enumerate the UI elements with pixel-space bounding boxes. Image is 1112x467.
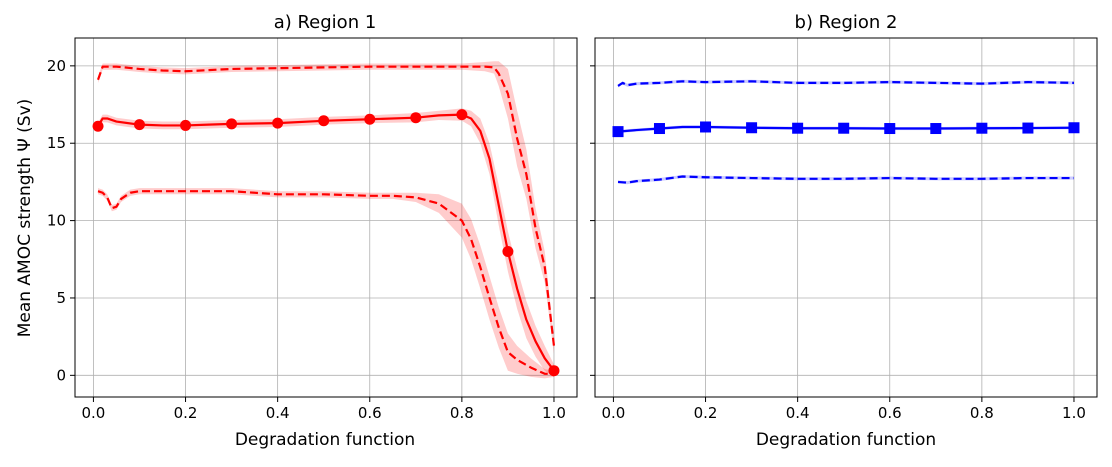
data-point [930,123,942,135]
x-axis-label: Degradation function [235,430,415,450]
x-tick-label: 0.8 [970,404,994,422]
axes-frame [594,37,1098,398]
data-point [364,113,376,125]
data-point [92,120,104,132]
x-tick-label: 1.0 [542,404,566,422]
series-lower-line [617,175,1074,184]
data-point [133,119,145,131]
x-tick-label: 0.0 [601,404,625,422]
data-point [1022,122,1034,134]
data-point [410,112,422,124]
y-tick-label: 5 [56,289,66,307]
data-point [653,123,665,135]
x-tick-label: 0.6 [878,404,902,422]
panel-region-2: b) Region 2 Degradation function 0.0 0.2 0… [590,12,1098,450]
data-point [1068,122,1080,134]
data-point [792,122,804,134]
x-axis-label: Degradation function [756,430,936,450]
panel-title: a) Region 1 [274,12,377,33]
data-point [456,109,468,121]
data-point [746,122,758,134]
data-point [272,117,284,129]
axes-frame [74,37,578,398]
panel-title: b) Region 2 [795,12,898,33]
data-point [976,122,988,134]
data-point [884,123,896,135]
series-upper-line [617,80,1074,87]
series-lower-band [98,188,554,379]
x-tick-label: 0.2 [174,404,198,422]
y-tick-label: 20 [47,57,66,75]
panel-region-1: a) Region 1 Degradation function 0.0 0.2 0… [47,12,578,450]
series-lower-line [97,190,554,375]
y-axis-label: Mean AMOC strength Ψ (Sv) [15,99,35,338]
x-tick-label: 0.8 [450,404,474,422]
series-upper-line [96,65,556,347]
data-point [502,246,514,258]
series-upper-band [98,61,554,354]
data-point [180,119,192,131]
x-tick-label: 0.6 [358,404,382,422]
data-point [548,365,560,377]
y-tick-label: 0 [56,366,66,384]
x-tick-label: 0.0 [81,404,105,422]
y-tick-label: 10 [47,212,66,230]
data-point [318,115,330,127]
data-point [226,118,238,130]
x-tick-label: 0.4 [266,404,290,422]
data-point [838,122,850,134]
plot-area [96,61,556,379]
y-tick-label: 15 [47,134,66,152]
data-point [700,121,712,133]
x-tick-label: 0.4 [786,404,810,422]
data-point [612,126,624,138]
x-tick-label: 0.2 [694,404,718,422]
x-tick-label: 1.0 [1062,404,1086,422]
